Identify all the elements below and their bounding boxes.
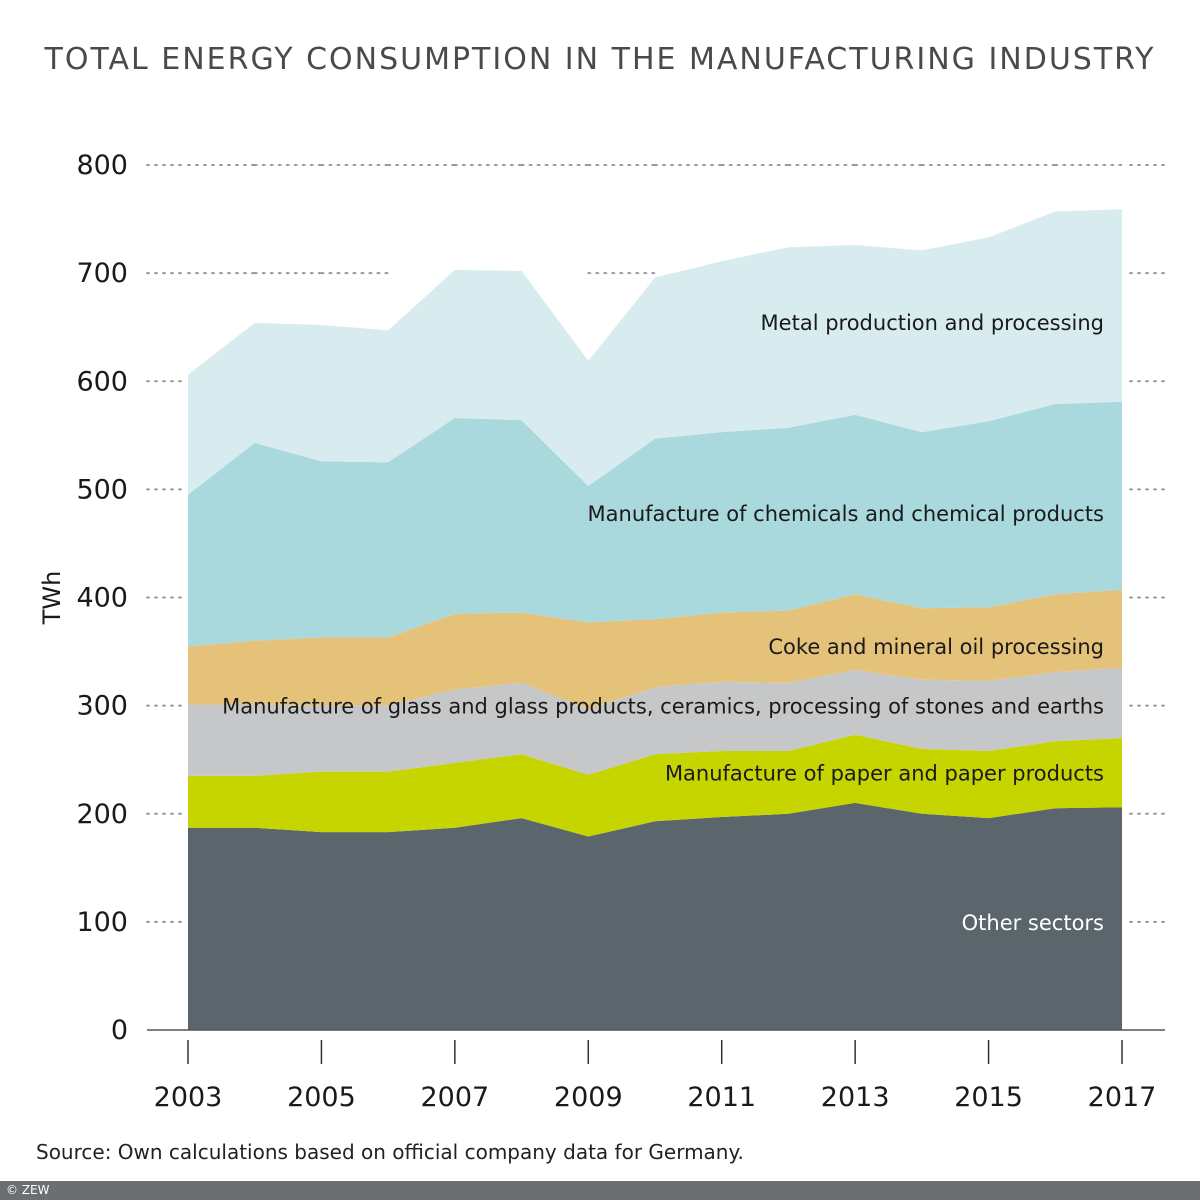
series-label-3: Coke and mineral oil processing	[768, 635, 1104, 659]
series-area-0	[188, 802, 1122, 1030]
axis-layer: 0 100 200 300 400 500 600 700 800 2003 2005 2007 200…	[38, 150, 1165, 1113]
y-axis-label: TWh	[38, 571, 66, 626]
y-tick-label: 700	[76, 258, 128, 289]
copyright-text: © ZEW	[6, 1183, 50, 1197]
series-area-2	[188, 667, 1122, 776]
series-label-1: Manufacture of paper and paper products	[665, 762, 1104, 786]
series-label-2: Manufacture of glass and glass products,…	[222, 695, 1104, 719]
series-label-5: Metal production and processing	[761, 311, 1104, 335]
y-tick-label: 100	[76, 907, 128, 938]
grid-layer	[146, 164, 1166, 923]
x-tick-label: 2005	[287, 1082, 356, 1113]
y-tick-label: 300	[76, 691, 128, 722]
y-tick-label: 500	[76, 474, 128, 505]
x-tick-label: 2009	[554, 1082, 623, 1113]
footer-bar: © ZEW	[0, 1181, 1200, 1200]
x-tick-label: 2015	[954, 1082, 1023, 1113]
areas-layer	[188, 209, 1122, 1030]
series-area-5	[188, 209, 1122, 495]
y-tick-label: 200	[76, 799, 128, 830]
x-tick-label: 2017	[1088, 1082, 1157, 1113]
chart-title: TOTAL ENERGY CONSUMPTION IN THE MANUFACT…	[44, 42, 1156, 77]
series-area-4	[188, 401, 1122, 647]
x-tick-label: 2003	[154, 1082, 223, 1113]
y-tick-label: 0	[111, 1015, 128, 1046]
x-tick-label: 2011	[687, 1082, 756, 1113]
series-area-3	[188, 589, 1122, 709]
series-label-0: Other sectors	[962, 911, 1104, 935]
x-tick-label: 2007	[420, 1082, 489, 1113]
series-area-1	[188, 734, 1122, 837]
source-note: Source: Own calculations based on offici…	[36, 1140, 744, 1164]
y-tick-label: 600	[76, 366, 128, 397]
series-label-4: Manufacture of chemicals and chemical pr…	[588, 502, 1104, 526]
labels-layer: Other sectors Manufacture of paper and pa…	[222, 311, 1104, 935]
y-tick-label: 800	[76, 150, 128, 181]
x-tick-label: 2013	[821, 1082, 890, 1113]
y-tick-label: 400	[76, 583, 128, 614]
